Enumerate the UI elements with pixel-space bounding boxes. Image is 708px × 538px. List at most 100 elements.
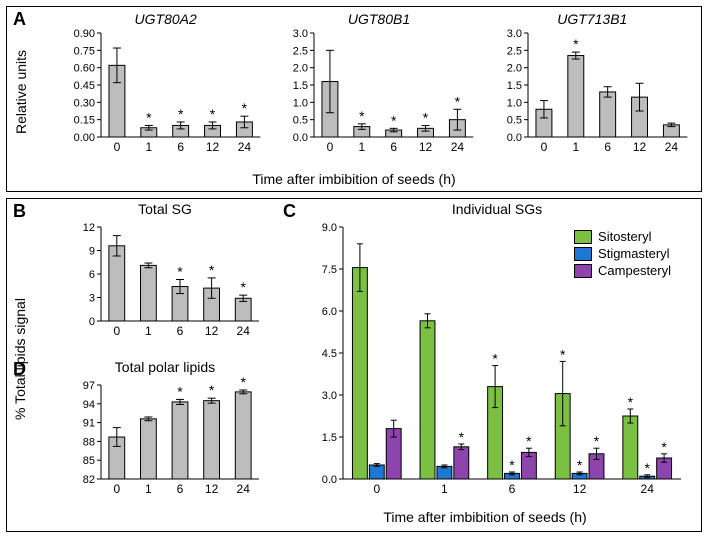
svg-text:*: *	[573, 36, 579, 52]
svg-text:*: *	[146, 109, 152, 125]
svg-text:6.0: 6.0	[322, 306, 337, 318]
svg-text:0.90: 0.90	[74, 28, 95, 40]
svg-text:*: *	[455, 93, 461, 109]
legend-row: Sitosteryl	[574, 229, 671, 244]
svg-text:24: 24	[664, 140, 678, 154]
svg-text:*: *	[209, 262, 215, 278]
svg-text:0.15: 0.15	[74, 115, 95, 127]
panel-a-tag: A	[13, 9, 26, 30]
svg-text:85: 85	[83, 455, 95, 467]
svg-text:0: 0	[113, 482, 120, 496]
svg-text:*: *	[177, 263, 183, 279]
panel-a-subchart: UGT80B10.00.51.01.52.02.53.00*1*6*12*24	[278, 11, 479, 161]
panel-a-ylabel: Relative units	[13, 50, 29, 134]
svg-text:12: 12	[205, 324, 219, 338]
legend-swatch	[574, 264, 592, 278]
svg-text:3.0: 3.0	[322, 390, 337, 402]
svg-text:1: 1	[441, 482, 448, 496]
svg-text:0: 0	[113, 324, 120, 338]
svg-text:*: *	[423, 110, 429, 126]
svg-text:0: 0	[327, 140, 334, 154]
svg-text:1: 1	[359, 140, 366, 154]
svg-text:4.5: 4.5	[322, 348, 337, 360]
panel-a-charts-row: UGT80A20.000.150.300.450.600.750.900*1*6…	[65, 11, 693, 161]
legend-row: Stigmasteryl	[574, 246, 671, 261]
svg-text:*: *	[594, 433, 600, 449]
svg-text:9.0: 9.0	[322, 222, 337, 234]
svg-text:*: *	[509, 457, 515, 473]
svg-text:3.0: 3.0	[293, 28, 308, 40]
svg-text:0.0: 0.0	[293, 132, 308, 144]
svg-text:3: 3	[89, 293, 95, 305]
svg-text:0.00: 0.00	[74, 132, 95, 144]
svg-text:12: 12	[205, 482, 219, 496]
panel-lower-box: % Total lipids signal B Total SG 0369120…	[6, 198, 702, 532]
svg-text:12: 12	[419, 140, 433, 154]
svg-text:3.0: 3.0	[506, 28, 521, 40]
svg-text:24: 24	[237, 324, 251, 338]
svg-text:6: 6	[177, 140, 184, 154]
svg-text:*: *	[459, 429, 465, 445]
svg-text:2.0: 2.0	[506, 63, 521, 75]
svg-text:*: *	[177, 383, 183, 399]
svg-text:1.5: 1.5	[293, 80, 308, 92]
svg-text:*: *	[359, 108, 365, 124]
svg-text:1: 1	[145, 482, 152, 496]
legend-row: Campesteryl	[574, 263, 671, 278]
svg-text:*: *	[560, 346, 566, 362]
svg-text:1.5: 1.5	[322, 432, 337, 444]
panel-d-chart: 82858891949701*6*12*24	[65, 379, 265, 499]
legend-label: Campesteryl	[598, 263, 671, 278]
svg-text:91: 91	[83, 418, 95, 430]
panel-b-title: Total SG	[65, 201, 265, 217]
svg-text:0.75: 0.75	[74, 45, 95, 57]
svg-text:6: 6	[177, 324, 184, 338]
legend: Sitosteryl Stigmasteryl Campesteryl	[574, 229, 671, 280]
svg-text:*: *	[628, 394, 634, 410]
svg-text:1: 1	[145, 324, 152, 338]
bar-chart: 0.00.51.01.52.02.53.00*161224	[492, 27, 693, 162]
svg-text:0: 0	[114, 140, 121, 154]
legend-swatch	[574, 230, 592, 244]
panel-d-title: Total polar lipids	[65, 359, 265, 375]
legend-swatch	[574, 247, 592, 261]
legend-label: Sitosteryl	[598, 229, 651, 244]
svg-text:*: *	[209, 382, 215, 398]
svg-text:0.0: 0.0	[506, 132, 521, 144]
svg-text:*: *	[242, 100, 248, 116]
panel-d-tag: D	[13, 359, 26, 380]
svg-text:6: 6	[89, 269, 95, 281]
svg-text:*: *	[526, 433, 532, 449]
svg-text:97: 97	[83, 380, 95, 392]
svg-text:0: 0	[373, 482, 380, 496]
svg-text:6: 6	[391, 140, 398, 154]
svg-text:2.0: 2.0	[293, 63, 308, 75]
svg-text:24: 24	[237, 482, 251, 496]
svg-text:*: *	[661, 439, 667, 455]
svg-text:1.0: 1.0	[293, 97, 308, 109]
svg-text:*: *	[240, 279, 246, 295]
svg-text:*: *	[391, 112, 397, 128]
svg-text:0.60: 0.60	[74, 63, 95, 75]
svg-text:1.5: 1.5	[506, 80, 521, 92]
figure-root: A Relative units UGT80A20.000.150.300.45…	[0, 0, 708, 538]
svg-text:2.5: 2.5	[506, 45, 521, 57]
svg-text:24: 24	[641, 482, 655, 496]
svg-text:0: 0	[89, 316, 95, 328]
svg-text:12: 12	[206, 140, 220, 154]
panel-a-subchart: UGT80A20.000.150.300.450.600.750.900*1*6…	[65, 11, 266, 161]
svg-text:2.5: 2.5	[293, 45, 308, 57]
svg-text:*: *	[577, 457, 583, 473]
panel-c-title: Individual SGs	[307, 201, 687, 217]
legend-label: Stigmasteryl	[598, 246, 670, 261]
bar-chart: 0.00.51.01.52.02.53.00*1*6*12*24	[278, 27, 479, 162]
bar-chart: 0.000.150.300.450.600.750.900*1*6*12*24	[65, 27, 266, 162]
panel-b-chart: 03691201*6*12*24	[65, 221, 265, 341]
svg-text:6: 6	[604, 140, 611, 154]
svg-text:6: 6	[509, 482, 516, 496]
chart-title: UGT713B1	[492, 11, 693, 27]
svg-text:1: 1	[572, 140, 579, 154]
svg-text:0.30: 0.30	[74, 97, 95, 109]
svg-text:24: 24	[238, 140, 252, 154]
svg-text:*: *	[210, 106, 216, 122]
